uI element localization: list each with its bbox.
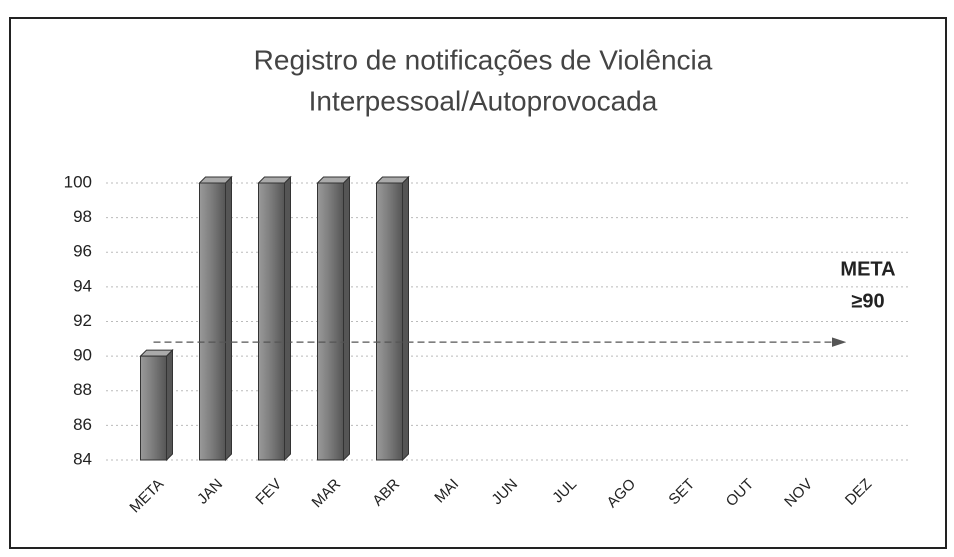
bar-top [139,349,174,357]
bar-side [284,175,291,462]
annotation: ≥90 [851,290,884,312]
bar [140,355,167,461]
bar-top [316,176,351,184]
bar-side [225,175,232,462]
y-tick-label: 92 [73,311,92,330]
y-tick-label: 86 [73,415,92,434]
y-tick-label: 88 [73,380,92,399]
y-tick-label: 84 [73,449,92,468]
bar-top [198,176,233,184]
bar [258,182,285,461]
bar-top [257,176,292,184]
bar-side [402,175,409,462]
y-tick-label: 94 [73,276,92,295]
y-tick-label: 100 [64,172,92,191]
y-tick-label: 98 [73,207,92,226]
bar [317,182,344,461]
y-tick-label: 90 [73,346,92,365]
bar [199,182,226,461]
y-tick-label: 96 [73,242,92,261]
bar [376,182,403,461]
chart-title: Interpessoal/Autoprovocada [309,85,658,116]
bar-side [166,348,173,462]
annotation: META [840,258,895,280]
bar-top [375,176,410,184]
bar-side [343,175,350,462]
chart-title: Registro de notificações de Violência [254,44,713,75]
